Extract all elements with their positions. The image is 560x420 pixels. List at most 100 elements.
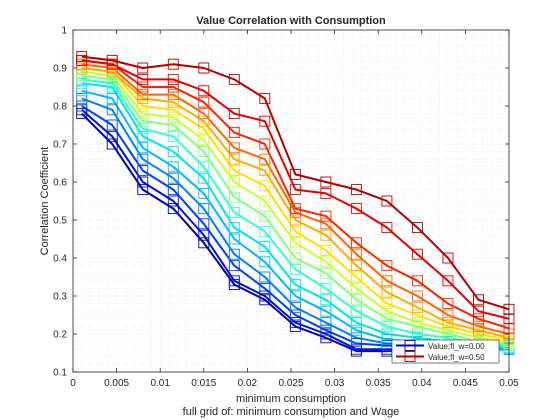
x-axis-label: minimum consumption (236, 393, 346, 405)
series-10-point (320, 244, 332, 256)
series-8-point (167, 119, 179, 131)
series-15-point (381, 195, 393, 207)
y-tick-label: 0.2 (53, 330, 67, 341)
y-tick-label: 0.3 (53, 292, 67, 303)
series-3-point (137, 165, 149, 177)
series-4-point (289, 301, 301, 313)
x-tick-label: 0.005 (104, 378, 129, 389)
series-14-point (198, 85, 210, 97)
y-tick-label: 1 (61, 26, 67, 37)
series-10-point (167, 104, 179, 116)
series-7-point (198, 161, 210, 173)
series-15-point (198, 62, 210, 74)
series-7-point (289, 263, 301, 275)
series-10-point (381, 298, 393, 310)
series-4-point (106, 104, 118, 116)
series-7-point (259, 225, 271, 237)
series-15-point (411, 222, 423, 234)
y-tick-label: 0.8 (53, 102, 67, 113)
series-12-point (411, 290, 423, 302)
series-6-point (167, 146, 179, 158)
series-line-10 (81, 67, 510, 341)
series-14-point (350, 203, 362, 215)
series-line-15 (81, 55, 510, 311)
x-tick-label: 0.04 (412, 378, 432, 389)
legend-label-2: Value;fl_w=0.50 (428, 353, 485, 362)
series-11-point (381, 286, 393, 298)
series-14-point (228, 108, 240, 120)
series-2-point (137, 176, 149, 188)
series-8-point (320, 267, 332, 279)
figure-caption: full grid of: minimum consumption and Wa… (183, 406, 400, 418)
series-15-point (167, 58, 179, 70)
x-tick-label: 0.03 (325, 378, 345, 389)
series-8-point (259, 210, 271, 222)
series-3-point (198, 218, 210, 230)
series-10-point (411, 309, 423, 321)
series-6-point (289, 279, 301, 291)
series-13-point (198, 96, 210, 108)
legend-marker-2 (404, 351, 416, 362)
series-6-point (137, 130, 149, 142)
series-11-point (350, 260, 362, 272)
axis-ticks: 0 0.005 0.01 0.015 0.02 0.025 0.03 0.035 0.04 0.0… (53, 26, 519, 390)
series-13-point (228, 127, 240, 139)
series-15-point (289, 168, 301, 180)
series-11-point (411, 301, 423, 313)
series-13-point (473, 313, 484, 325)
series-13-point (137, 81, 149, 93)
series-15-point (473, 294, 484, 306)
y-tick-label: 0.6 (53, 178, 67, 189)
series-3-point (167, 184, 179, 196)
series-15-point (442, 252, 454, 264)
series-15-point (320, 176, 332, 188)
series-1-point (137, 184, 149, 196)
series-3-point (320, 324, 332, 336)
series-15-point (106, 54, 118, 66)
series-12-point (381, 275, 393, 287)
chart-title: Value Correlation with Consumption (196, 15, 386, 27)
series-13-point (167, 81, 179, 93)
series-15-point (350, 184, 362, 196)
series-6-point (381, 328, 393, 340)
series-10-point (289, 225, 301, 237)
series-10-point (198, 123, 210, 135)
y-axis-label: Correlation Coefficient (39, 147, 51, 256)
series-1-point (198, 237, 210, 249)
series-line-12 (81, 63, 510, 335)
series-15-point (259, 92, 271, 104)
series-6-point (350, 317, 362, 329)
series-4-point (76, 92, 88, 104)
series-2-point (259, 290, 271, 302)
series-6-point (198, 172, 210, 184)
series-7-point (381, 320, 393, 332)
series-5-point (289, 290, 301, 302)
series-11-point (259, 165, 271, 177)
series-5-point (76, 85, 88, 97)
series-14-point (442, 275, 454, 287)
series-2-point (228, 275, 240, 287)
series-3-point (289, 309, 301, 321)
series-12-point (473, 320, 484, 332)
series-11-point (198, 115, 210, 127)
series-line-14 (81, 59, 510, 320)
series-line-8 (81, 74, 510, 345)
series-8-point (228, 191, 240, 203)
series-line-11 (81, 67, 510, 339)
series-10-point (137, 100, 149, 112)
x-tick-label: 0 (70, 378, 76, 389)
series-10-point (350, 271, 362, 283)
series-4-point (350, 332, 362, 344)
x-tick-label: 0.02 (238, 378, 258, 389)
series-4-point (167, 172, 179, 184)
legend-label-1: Value;fl_w=0.00 (428, 342, 485, 351)
series-10-point (228, 165, 240, 177)
x-tick-label: 0.05 (499, 378, 519, 389)
series-7-point (411, 328, 423, 340)
series-line-9 (81, 70, 510, 343)
series-12-point (167, 89, 179, 101)
x-tick-label: 0.025 (278, 378, 303, 389)
series-15-point (137, 62, 149, 74)
series-9-point (289, 237, 301, 249)
series-14-point (167, 73, 179, 85)
